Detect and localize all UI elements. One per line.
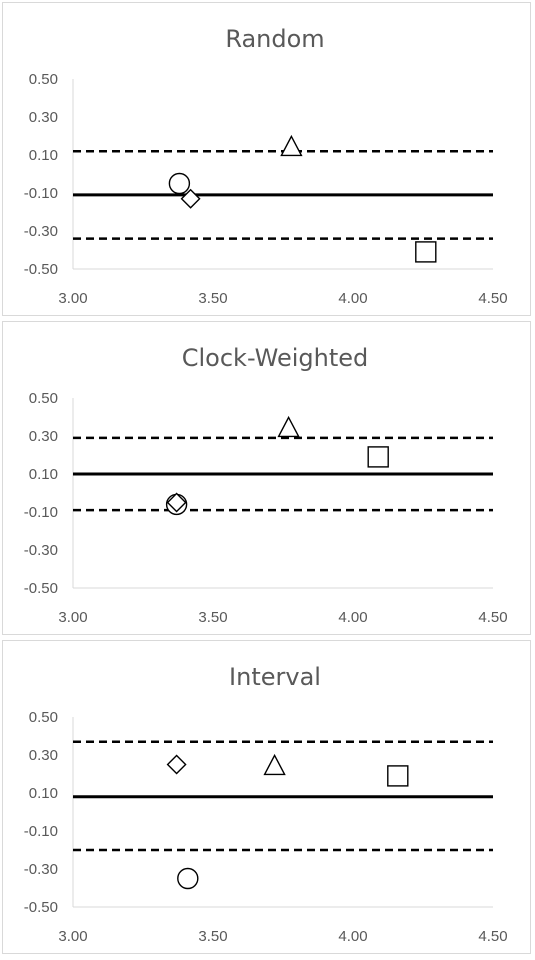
x-tick-label: 3.50 bbox=[198, 928, 227, 945]
x-tick-label: 4.50 bbox=[478, 928, 507, 945]
y-tick-label: -0.50 bbox=[24, 580, 58, 597]
chart-random: Random 0.50 0.30 0.10 -0.10 -0.30 -0.503.00 3.5… bbox=[24, 25, 508, 307]
point-square bbox=[415, 241, 437, 263]
x-tick-label: 3.00 bbox=[58, 290, 87, 307]
point-triangle bbox=[263, 753, 286, 776]
y-tick-label: -0.50 bbox=[24, 261, 58, 278]
chart-panel-clock-weighted: Clock-Weighted 0.50 0.30 0.10 -0.10 -0.30 -0.5… bbox=[2, 321, 531, 635]
y-tick-label: 0.50 bbox=[29, 390, 58, 407]
chart-clock-weighted: Clock-Weighted 0.50 0.30 0.10 -0.10 -0.30 -0.5… bbox=[24, 344, 508, 626]
y-tick-label: -0.30 bbox=[24, 223, 58, 240]
y-tick-label: -0.10 bbox=[24, 185, 58, 202]
point-circle bbox=[168, 172, 191, 195]
chart-panel-random: Random 0.50 0.30 0.10 -0.10 -0.30 -0.50 3.00 3.5… bbox=[2, 2, 531, 316]
chart-interval: Interval 0.50 0.30 0.10 -0.10 -0.30 -0.503.00 3… bbox=[24, 663, 508, 945]
point-diamond bbox=[166, 492, 187, 513]
y-tick-label: -0.30 bbox=[24, 542, 58, 559]
y-tick-label: -0.50 bbox=[24, 899, 58, 916]
chart-title: Clock-Weighted bbox=[182, 344, 369, 372]
y-tick-label: 0.50 bbox=[29, 71, 58, 88]
point-triangle bbox=[277, 415, 300, 438]
y-tick-label: -0.30 bbox=[24, 861, 58, 878]
point-square bbox=[367, 446, 389, 468]
x-tick-label: 3.50 bbox=[198, 609, 227, 626]
point-triangle bbox=[280, 134, 303, 157]
x-tick-label: 4.50 bbox=[478, 290, 507, 307]
chart-title: Random bbox=[225, 25, 324, 53]
point-diamond bbox=[180, 188, 201, 209]
y-tick-label: 0.30 bbox=[29, 428, 58, 445]
y-tick-label: 0.10 bbox=[29, 147, 58, 164]
chart-panel-interval: Interval 0.50 0.30 0.10 -0.10 -0.30 -0.50 3.00 3… bbox=[2, 640, 531, 954]
y-tick-label: 0.10 bbox=[29, 466, 58, 483]
x-tick-label: 3.00 bbox=[58, 928, 87, 945]
x-tick-label: 4.00 bbox=[338, 928, 367, 945]
y-tick-label: -0.10 bbox=[24, 823, 58, 840]
y-tick-label: 0.30 bbox=[29, 109, 58, 126]
point-square bbox=[387, 765, 409, 787]
chart-title: Interval bbox=[229, 663, 321, 691]
y-tick-label: 0.50 bbox=[29, 709, 58, 726]
point-circle bbox=[177, 867, 199, 890]
point-diamond bbox=[166, 754, 187, 775]
x-tick-label: 4.50 bbox=[478, 609, 507, 626]
y-tick-label: 0.30 bbox=[29, 747, 58, 764]
y-tick-label: -0.10 bbox=[24, 504, 58, 521]
x-tick-label: 4.00 bbox=[338, 609, 367, 626]
x-tick-label: 3.50 bbox=[198, 290, 227, 307]
x-tick-label: 3.00 bbox=[58, 609, 87, 626]
y-tick-label: 0.10 bbox=[29, 785, 58, 802]
x-tick-label: 4.00 bbox=[338, 290, 367, 307]
